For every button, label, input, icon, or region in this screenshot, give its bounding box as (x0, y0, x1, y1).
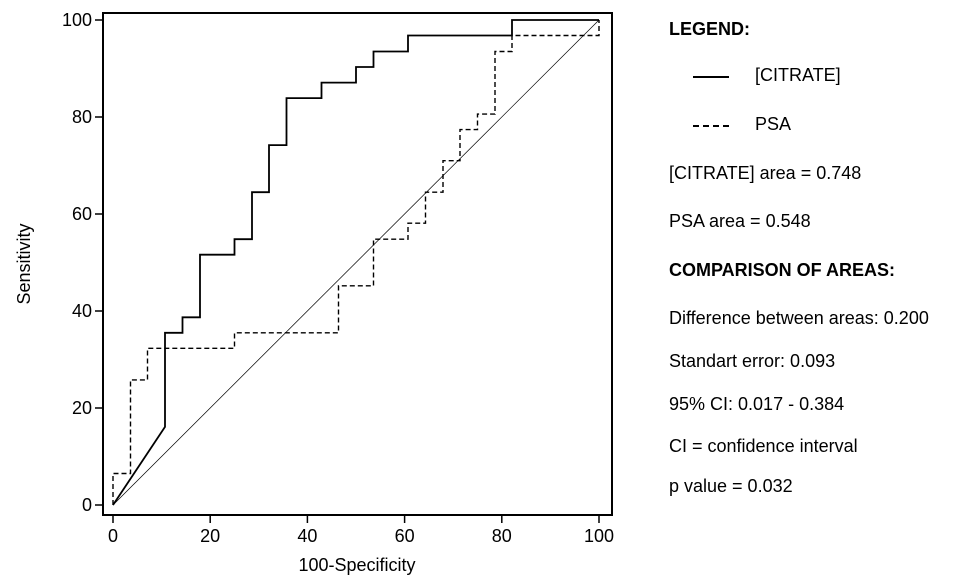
ci-note-text: CI = confidence interval (669, 436, 858, 456)
x-tick-label: 80 (492, 526, 512, 546)
psa-area-text: PSA area = 0.548 (669, 211, 811, 231)
comparison-heading: COMPARISON OF AREAS: (669, 260, 896, 280)
series-line-citrate (112, 19, 599, 506)
y-tick-label: 100 (62, 10, 92, 30)
x-axis-label: 100-Specificity (298, 555, 415, 575)
series-line-psa (112, 20, 600, 505)
ci-text: 95% CI: 0.017 - 0.384 (669, 394, 845, 414)
x-tick-label: 40 (297, 526, 317, 546)
y-axis-label: Sensitivity (14, 223, 34, 304)
reference-diagonal (112, 19, 600, 506)
roc-chart: 0 20 40 60 80 100 0 20 40 60 80 100 100-Specificit… (14, 10, 614, 575)
x-tick-label: 60 (395, 526, 415, 546)
y-axis: 0 20 40 60 80 100 (62, 10, 103, 515)
p-value-text: p value = 0.032 (669, 476, 793, 496)
citrate-area-text: [CITRATE] area = 0.748 (669, 163, 862, 183)
legend-title: LEGEND: (669, 19, 750, 39)
std-error-text: Standart error: 0.093 (669, 351, 836, 371)
legend-label-citrate: [CITRATE] (755, 65, 841, 85)
y-tick-label: 20 (72, 398, 92, 418)
legend-label-psa: PSA (755, 114, 792, 134)
difference-text: Difference between areas: 0.200 (669, 308, 929, 328)
y-tick-label: 0 (82, 495, 92, 515)
legend-panel: LEGEND: [CITRATE] PSA [CITRATE] area = 0… (669, 0, 969, 576)
x-tick-label: 100 (584, 526, 614, 546)
y-tick-label: 40 (72, 301, 92, 321)
x-tick-label: 20 (200, 526, 220, 546)
y-tick-label: 60 (72, 204, 92, 224)
series-layer (112, 19, 600, 506)
legend-solid-line-swatch (693, 76, 729, 78)
x-tick-label: 0 (108, 526, 118, 546)
x-axis: 0 20 40 60 80 100 (108, 515, 614, 546)
y-tick-label: 80 (72, 107, 92, 127)
legend-dashed-line-swatch (693, 125, 729, 127)
plot-frame (102, 12, 613, 516)
